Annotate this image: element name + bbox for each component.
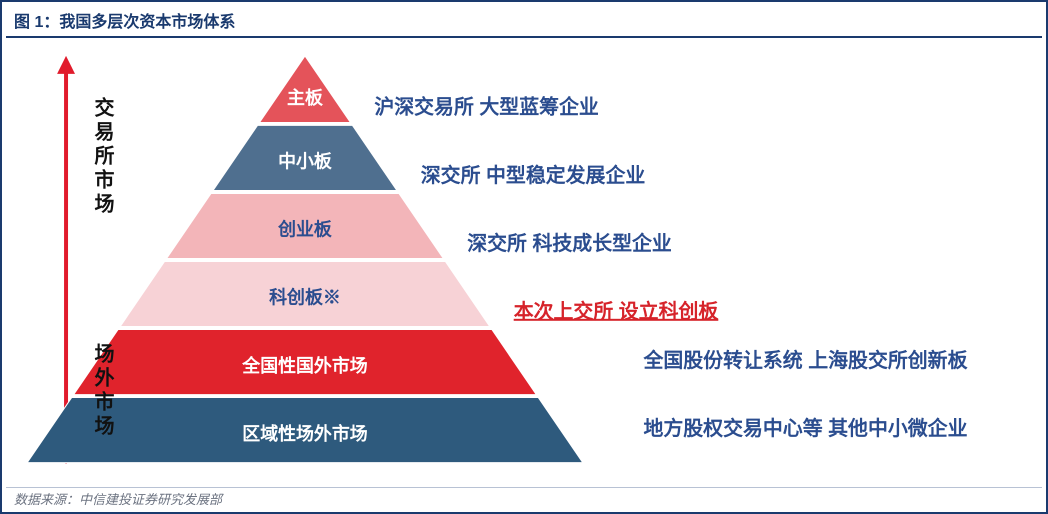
tier-description: 地方股权交易中心等 其他中小微企业	[643, 416, 967, 440]
tier-description: 全国股份转让系统 上海股交所创新板	[642, 348, 967, 372]
tier-label: 创业板	[277, 219, 332, 240]
pyramid-svg: 主板 沪深交易所 大型蓝筹企业中小板深交所 中型稳定发展企业创业板深交所 科技成长…	[2, 36, 1046, 484]
tier-description: 本次上交所 设立科创板	[514, 299, 719, 323]
diagram-canvas: 主板 沪深交易所 大型蓝筹企业中小板深交所 中型稳定发展企业创业板深交所 科技成长…	[2, 36, 1046, 484]
tier-description: 深交所 科技成长型企业	[467, 231, 672, 255]
tier-label: 全国性国外市场	[241, 355, 367, 376]
tier-label: 科创板※	[269, 287, 341, 308]
tier-description: 沪深交易所 大型蓝筹企业	[374, 95, 599, 119]
left-label-exchange: 交易所市场	[88, 97, 117, 217]
left-label-otc: 场外市场	[88, 343, 117, 439]
data-source: 数据来源：中信建投证券研究发展部	[2, 485, 1046, 512]
tier-description: 深交所 中型稳定发展企业	[421, 163, 646, 187]
figure-frame: 图 1：我国多层次资本市场体系 主板 沪深交易所 大型蓝筹企业中小板深交所 中型稳…	[0, 0, 1048, 514]
figure-title: 图 1：我国多层次资本市场体系	[2, 2, 1046, 36]
tier-label: 中小板	[278, 151, 332, 172]
tier-label: 主板	[287, 87, 323, 108]
tier-label: 区域性场外市场	[242, 423, 367, 444]
